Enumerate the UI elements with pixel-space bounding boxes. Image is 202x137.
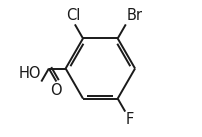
Text: O: O	[50, 83, 61, 98]
Text: HO: HO	[18, 66, 41, 81]
Text: F: F	[125, 112, 133, 127]
Text: Br: Br	[126, 8, 142, 23]
Text: Cl: Cl	[66, 8, 81, 23]
